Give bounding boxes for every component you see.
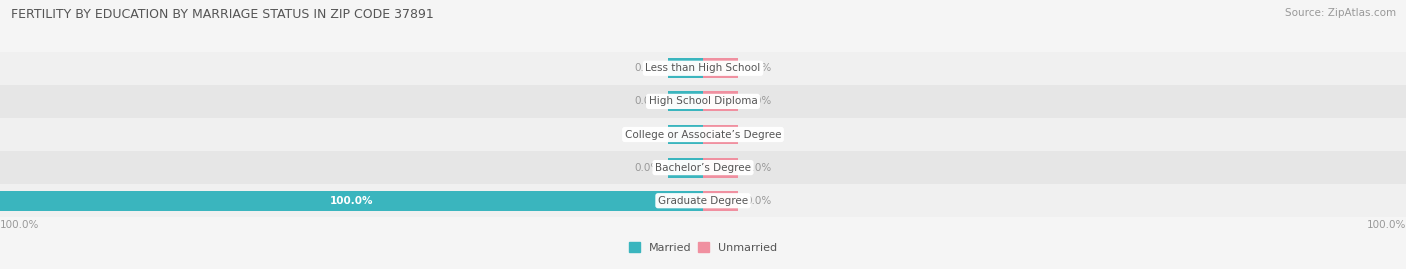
Bar — [703, 125, 738, 144]
Text: 100.0%: 100.0% — [0, 220, 39, 230]
Text: Less than High School: Less than High School — [645, 63, 761, 73]
Bar — [703, 91, 738, 111]
Bar — [0, 191, 703, 211]
Bar — [0, 52, 1406, 85]
Bar — [0, 85, 1406, 118]
Text: Source: ZipAtlas.com: Source: ZipAtlas.com — [1285, 8, 1396, 18]
Bar — [668, 91, 703, 111]
Bar — [668, 158, 703, 178]
Bar — [0, 151, 1406, 184]
Text: 0.0%: 0.0% — [745, 162, 772, 173]
Bar — [703, 58, 738, 78]
Text: 0.0%: 0.0% — [745, 63, 772, 73]
Bar — [668, 58, 703, 78]
Bar — [668, 125, 703, 144]
Text: College or Associate’s Degree: College or Associate’s Degree — [624, 129, 782, 140]
Bar — [0, 184, 1406, 217]
Text: High School Diploma: High School Diploma — [648, 96, 758, 107]
Legend: Married, Unmarried: Married, Unmarried — [630, 242, 776, 253]
Text: FERTILITY BY EDUCATION BY MARRIAGE STATUS IN ZIP CODE 37891: FERTILITY BY EDUCATION BY MARRIAGE STATU… — [11, 8, 434, 21]
Text: 100.0%: 100.0% — [330, 196, 373, 206]
Text: Bachelor’s Degree: Bachelor’s Degree — [655, 162, 751, 173]
Text: 0.0%: 0.0% — [745, 196, 772, 206]
Bar — [0, 118, 1406, 151]
Text: 0.0%: 0.0% — [634, 96, 661, 107]
Bar — [703, 191, 738, 211]
Text: 0.0%: 0.0% — [634, 162, 661, 173]
Text: Graduate Degree: Graduate Degree — [658, 196, 748, 206]
Text: 0.0%: 0.0% — [745, 129, 772, 140]
Text: 100.0%: 100.0% — [1367, 220, 1406, 230]
Text: 0.0%: 0.0% — [634, 63, 661, 73]
Text: 0.0%: 0.0% — [745, 96, 772, 107]
Text: 0.0%: 0.0% — [634, 129, 661, 140]
Bar — [703, 158, 738, 178]
